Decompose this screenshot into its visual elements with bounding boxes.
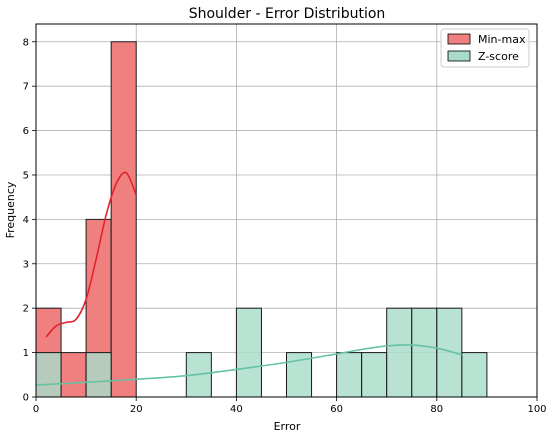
y-tick-label: 3: [23, 259, 29, 270]
y-tick-label: 2: [23, 304, 29, 315]
plot-frame: [35, 23, 538, 398]
y-tick-label: 6: [23, 126, 29, 137]
x-tick-label: 100: [527, 404, 546, 415]
bar-min-max-1: [60, 352, 87, 398]
bar-z-score-6: [361, 352, 388, 398]
bar-z-score-7: [386, 307, 413, 398]
bar-z-score-0: [35, 352, 62, 398]
x-tick-label: 60: [330, 404, 343, 415]
y-tick-label: 4: [23, 215, 29, 226]
kde-line-z-score: [35, 344, 463, 386]
x-tick-label: 0: [33, 404, 39, 415]
x-axis-label: Error: [274, 420, 301, 433]
bar-z-score-8: [411, 307, 438, 398]
chart-title: Shoulder - Error Distribution: [189, 6, 386, 22]
y-tick-label: 5: [23, 170, 29, 181]
x-tick-label: 80: [430, 404, 443, 415]
bar-min-max-3: [110, 41, 137, 398]
histogram-bars: [35, 41, 488, 398]
density-curves: [35, 171, 463, 386]
legend-swatch-z-score: [447, 50, 471, 62]
y-axis-ticks: 0 1 2 3 4 5 6 7 8: [23, 37, 36, 404]
y-axis-label: Frequency: [4, 181, 17, 238]
bar-z-score-10: [461, 352, 488, 398]
legend: Min-max Z-score: [440, 28, 530, 68]
bar-z-score-3: [235, 307, 262, 398]
x-tick-label: 40: [230, 404, 243, 415]
legend-label-min-max: Min-max: [478, 33, 526, 46]
y-tick-label: 8: [23, 37, 29, 48]
legend-label-z-score: Z-score: [478, 50, 519, 63]
y-tick-label: 7: [23, 82, 29, 93]
bar-z-score-9: [436, 307, 463, 398]
y-tick-label: 0: [23, 393, 29, 404]
bar-z-score-5: [336, 352, 363, 398]
bar-z-score-1: [85, 352, 112, 398]
y-tick-label: 1: [23, 348, 29, 359]
legend-swatch-min-max: [447, 33, 471, 45]
x-tick-label: 20: [130, 404, 143, 415]
x-axis-ticks: 0 20 40 60 80 100: [33, 397, 547, 415]
kde-line-min-max: [45, 171, 137, 338]
